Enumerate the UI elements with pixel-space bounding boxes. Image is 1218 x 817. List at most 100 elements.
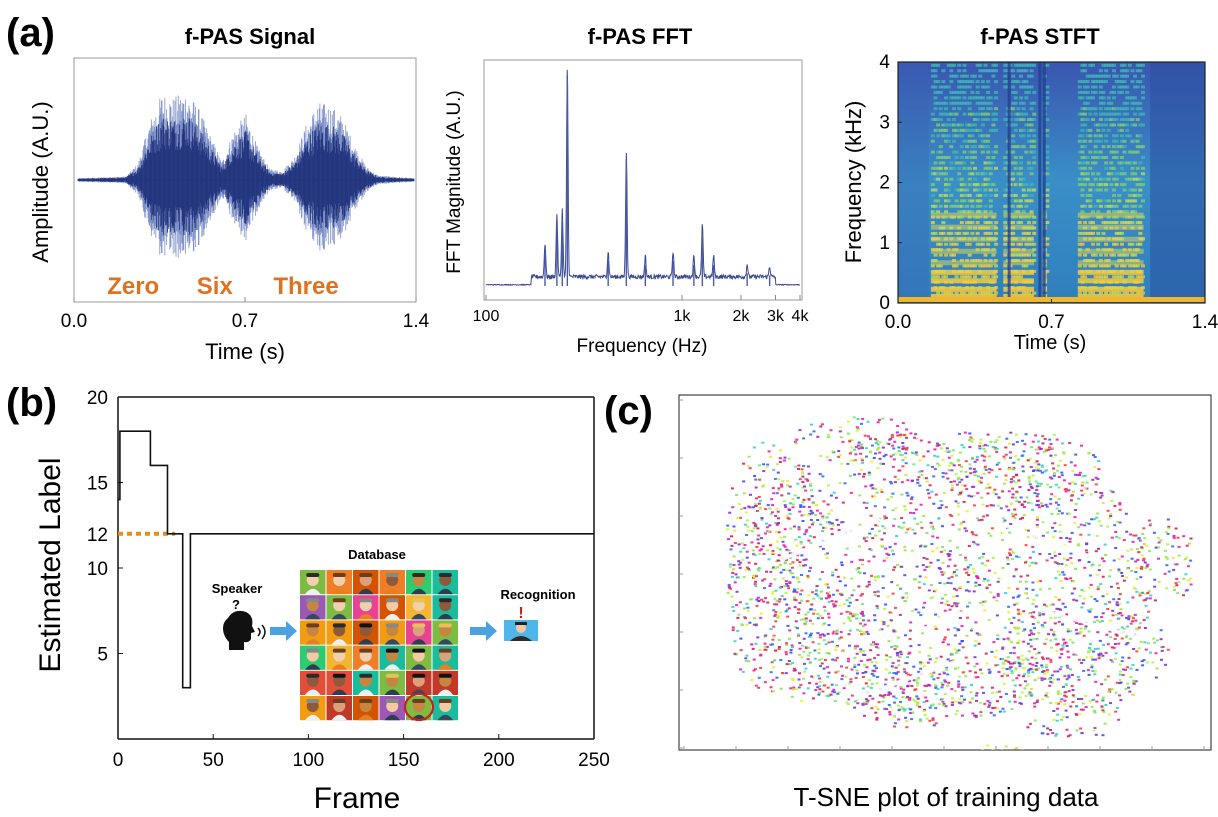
tsne-point [941,562,945,564]
tsne-point [875,439,879,442]
tsne-point [920,473,924,476]
tsne-point [986,444,990,447]
stft-cell [988,161,993,165]
stft-cell [1125,199,1130,203]
tsne-point [880,491,884,493]
tsne-point [995,450,999,453]
database-face [353,696,379,721]
tsne-point [1020,454,1024,457]
tsne-point [900,517,904,520]
tsne-point [768,507,772,510]
stft-cell [1021,264,1026,268]
tsne-point [1015,441,1019,443]
stft-cell [1032,128,1037,132]
tsne-point [1033,702,1037,705]
tsne-point [1029,629,1033,632]
tsne-point [862,619,865,622]
stft-cell [1088,139,1093,143]
tsne-point [818,489,822,492]
stft-cell [959,199,964,203]
tsne-point [855,652,859,655]
tsne-point [1010,549,1014,552]
tsne-point [894,666,898,669]
stft-cell [949,96,954,100]
tsne-point [881,575,885,578]
stft-cell [1045,188,1050,192]
tsne-point [979,711,983,714]
tsne-point [1049,658,1053,661]
tsne-point [871,669,875,672]
tsne-point [926,488,930,491]
tsne-point [770,498,774,501]
stft-cell [970,145,975,149]
tsne-point [1069,499,1073,502]
tsne-point [1073,587,1077,590]
stft-cell [1112,96,1117,100]
tsne-point [1067,676,1071,679]
tsne-point [891,592,895,595]
database-face-body [305,664,321,670]
fft-x-tick-label: 3k [767,308,785,325]
tsne-point [1049,443,1053,445]
tsne-point [1067,489,1071,492]
tsne-point [1021,517,1024,519]
tsne-point [1008,700,1012,703]
tsne-point [957,528,961,531]
stft-cell [1077,242,1082,246]
stft-cell [957,231,962,235]
stft-cell [1117,275,1122,279]
tsne-point [806,658,810,661]
stft-cell [1098,275,1103,279]
stft-cell [1083,139,1088,143]
tsne-point [977,557,981,560]
tsne-point [877,446,881,449]
tsne-point [961,688,965,691]
stft-cell [1098,74,1103,78]
stft-cell [1125,253,1130,257]
tsne-point [874,643,878,646]
label-y-tick-label: 10 [87,559,108,580]
tsne-point [952,603,956,606]
tsne-point [1041,658,1045,660]
stft-cell [951,150,956,154]
tsne-point [803,670,807,673]
tsne-point [827,671,831,674]
stft-cell [1045,161,1050,165]
tsne-point [906,528,910,531]
tsne-point [1073,482,1077,485]
tsne-point [1117,570,1121,573]
tsne-point [958,493,962,496]
stft-cell [1140,85,1145,89]
tsne-point [1096,512,1100,515]
tsne-point [843,482,847,485]
tsne-point [855,698,859,701]
tsne-point [925,566,929,568]
stft-cell [983,172,988,176]
stft-cell [936,134,941,138]
tsne-point [1014,568,1018,571]
stft-cell [1032,253,1037,257]
stft-cell [949,145,954,149]
stft-cell [988,204,993,208]
tsne-point [1003,457,1007,460]
stft-cell [1077,231,1082,235]
tsne-point [955,483,959,486]
tsne-point [968,701,972,704]
tsne-point [776,614,780,617]
stft-cell [1016,145,1021,149]
tsne-point [796,634,800,637]
stft-cell [991,128,996,132]
stft-cell [980,242,985,246]
tsne-point [971,456,975,459]
tsne-point [958,617,962,619]
stft-cell [938,118,943,122]
tsne-point [778,646,781,648]
tsne-point [914,578,918,581]
tsne-point [901,707,905,710]
tsne-point [920,526,924,529]
tsne-point [986,492,990,495]
stft-cell [1104,183,1109,187]
tsne-point [1035,653,1038,655]
tsne-point [942,571,946,574]
tsne-point [1045,669,1049,672]
